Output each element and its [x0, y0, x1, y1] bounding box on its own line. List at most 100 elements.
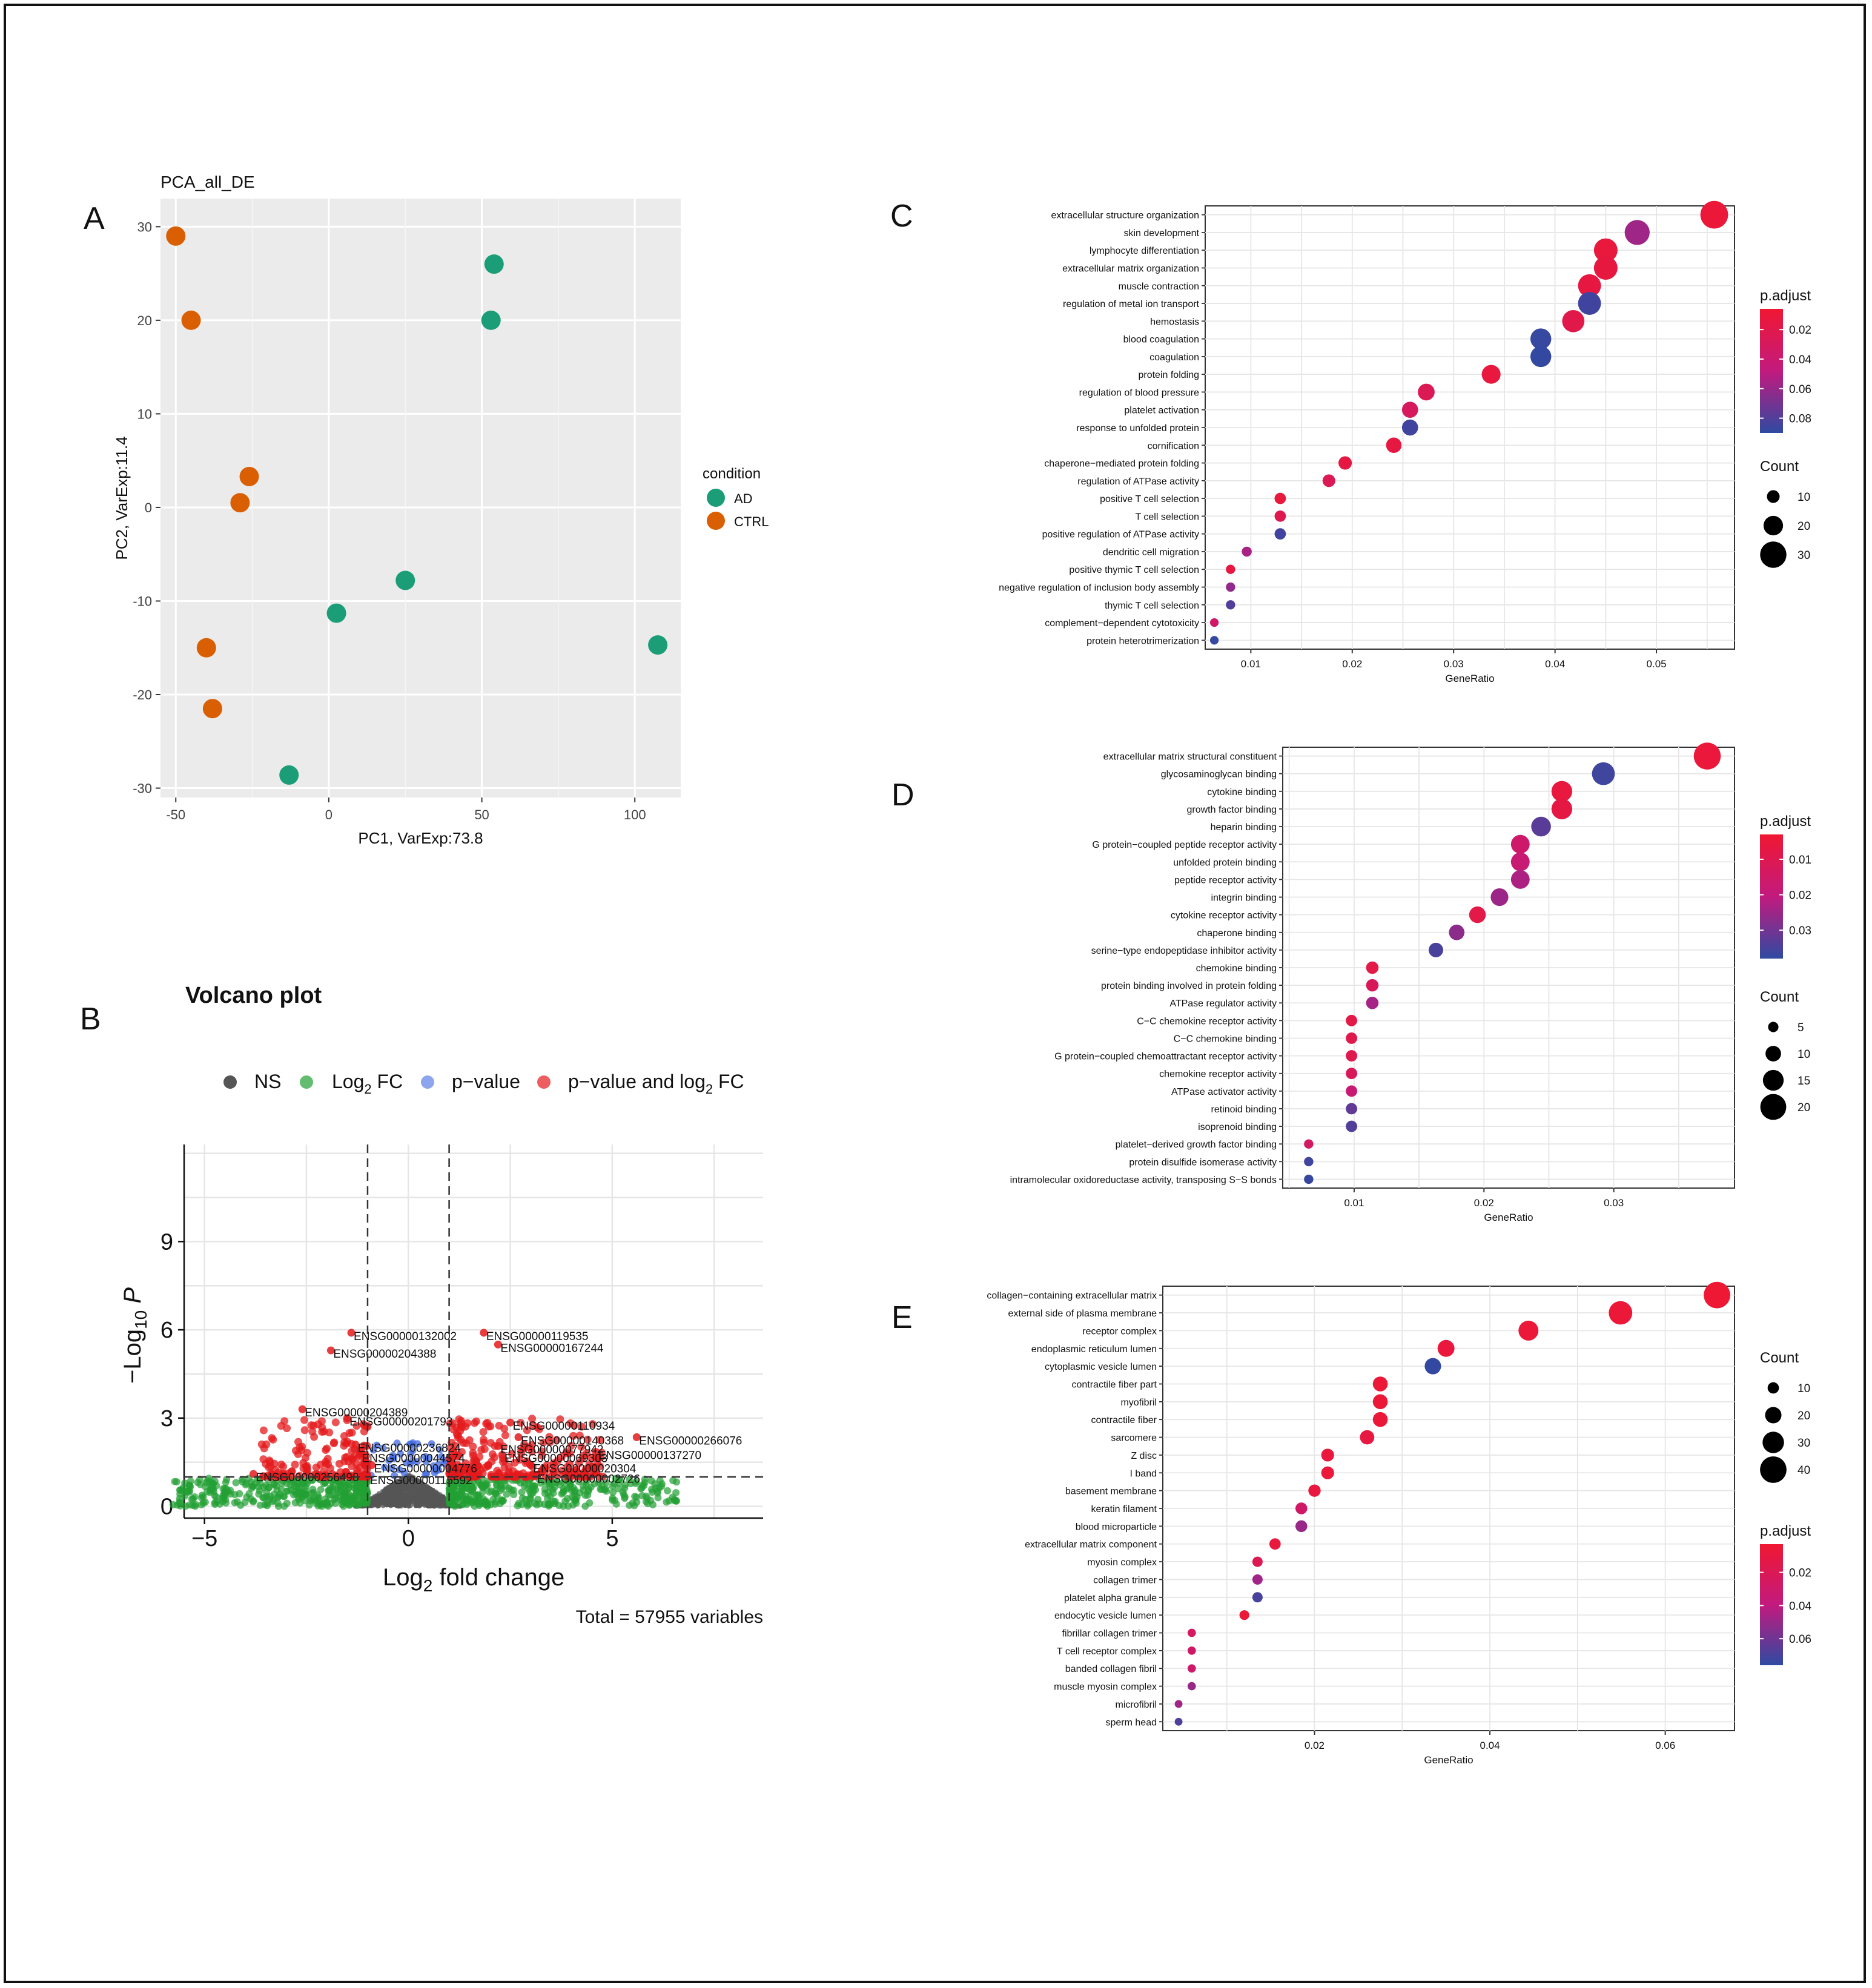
dotplot-e-term-label: extracellular matrix component	[1025, 1540, 1157, 1550]
volcano-point-fc	[360, 1499, 368, 1507]
volcano-xtick-label: −5	[191, 1526, 217, 1551]
volcano-point-p	[393, 1439, 401, 1447]
volcano-point-fc	[654, 1494, 662, 1502]
volcano-point-sig	[322, 1446, 330, 1455]
volcano-point-fc	[189, 1495, 197, 1503]
dotplot-d-xlabel: GeneRatio	[1484, 1212, 1533, 1223]
volcano-point-fc	[284, 1487, 292, 1495]
volcano-point-fc	[579, 1482, 587, 1490]
volcano-point-fc	[560, 1479, 567, 1487]
pca-legend-label: AD	[734, 491, 753, 506]
pca-ytick-label: 20	[137, 313, 152, 328]
volcano-point-sig	[325, 1428, 334, 1437]
volcano-ylabel: −Log10 P	[119, 1287, 150, 1384]
volcano-gene-label: ENSG00000069303	[504, 1453, 607, 1465]
volcano-gene-label: ENSG00000044574	[362, 1453, 465, 1465]
volcano-point-sig	[461, 1422, 470, 1431]
dotplot-c-dot	[1578, 274, 1601, 297]
volcano-gene-label: ENSG00000004776	[374, 1463, 477, 1476]
pca-point-ad	[481, 310, 501, 330]
volcano-point-fc	[603, 1487, 610, 1495]
volcano-point-ns	[419, 1485, 425, 1491]
volcano-point-ns	[405, 1487, 410, 1492]
dotplot-e-colorbar-label: 0.06	[1789, 1633, 1811, 1646]
dotplot-c-dot	[1624, 220, 1650, 245]
volcano-point-fc	[237, 1501, 245, 1509]
volcano-point-ns	[427, 1492, 432, 1498]
dotplot-d-term-label: G protein−coupled chemoattractant recept…	[1054, 1052, 1277, 1062]
volcano-point-fc	[446, 1494, 454, 1502]
volcano-point-sig	[567, 1442, 575, 1450]
volcano-point-ns	[380, 1488, 385, 1494]
pca-ytick-label: -10	[133, 593, 152, 609]
dotplot-e-colorbar-label: 0.02	[1789, 1567, 1811, 1580]
volcano-point-p	[397, 1450, 405, 1458]
volcano-point-fc	[318, 1502, 326, 1510]
legend-fc-rest: FC	[372, 1071, 403, 1092]
dotplot-c-term-label: negative regulation of inclusion body as…	[999, 583, 1199, 593]
dotplot-c-dot	[1226, 600, 1235, 610]
volcano-point-sig	[457, 1436, 465, 1444]
volcano-point-sig	[511, 1459, 519, 1467]
volcano-point-ns	[396, 1485, 402, 1491]
volcano-point-sig	[360, 1441, 368, 1450]
dotplot-e-dot	[1308, 1484, 1321, 1497]
volcano-xtick-label: 5	[606, 1526, 618, 1551]
volcano-point-sig	[469, 1448, 477, 1457]
dotplot-d-term-label: protein disulfide isomerase activity	[1129, 1157, 1277, 1167]
panel-letter-c: C	[890, 199, 913, 234]
dotplot-e-dot	[1269, 1538, 1281, 1550]
volcano-point-ns	[411, 1482, 417, 1487]
volcano-point-sig	[498, 1458, 507, 1466]
volcano-point-fc	[648, 1488, 656, 1496]
volcano-point-fc	[232, 1479, 240, 1487]
volcano-point-fc	[286, 1481, 294, 1488]
volcano-panel: −5 0 5 0 3 6 9 ENSG00000132002 ENSG00000204388 EN…	[119, 983, 763, 1627]
volcano-point-p	[385, 1456, 393, 1464]
volcano-point-fc	[344, 1485, 352, 1493]
dotplot-d-term-label: chaperone binding	[1197, 928, 1277, 939]
volcano-point-ns	[441, 1501, 446, 1507]
dotplot-c-xtick-label: 0.01	[1241, 658, 1261, 670]
volcano-point-ns	[428, 1486, 433, 1491]
volcano-point-labeled	[347, 1329, 356, 1337]
volcano-point-sig	[479, 1436, 488, 1444]
volcano-point-sig	[291, 1447, 300, 1455]
pca-ytick-label: 0	[145, 500, 152, 515]
volcano-point-p	[434, 1466, 442, 1474]
volcano-point-fc	[518, 1488, 526, 1496]
dotplot-d-dot	[1304, 1174, 1314, 1184]
volcano-point-fc	[521, 1496, 529, 1504]
volcano-point-fc	[526, 1495, 534, 1503]
volcano-point-sig	[566, 1419, 575, 1427]
volcano-point-sig	[279, 1462, 288, 1471]
dotplot-d-dot	[1510, 852, 1530, 871]
pca-ylabel: PC2, VarExp:11.4	[113, 436, 131, 560]
pca-point-ad	[484, 254, 504, 274]
volcano-point-sig	[301, 1453, 309, 1462]
dotplot-c-colorbar-label: 0.08	[1789, 413, 1811, 426]
volcano-point-fc	[331, 1491, 339, 1499]
dotplot-e-padjust-title: p.adjust	[1760, 1523, 1811, 1539]
volcano-ylabel-base: −Log	[119, 1329, 146, 1384]
volcano-point-ns	[396, 1479, 402, 1485]
volcano-point-p	[437, 1453, 445, 1461]
dotplot-e-panel: 0.02 0.04 0.06 GeneRatio collagen−containing…	[987, 1281, 1811, 1766]
dotplot-d-count-key	[1768, 1022, 1779, 1032]
dotplot-d-dot	[1449, 924, 1465, 940]
dotplot-c-dot	[1274, 492, 1286, 504]
volcano-point-fc	[638, 1481, 646, 1489]
dotplot-c-count-title: Count	[1760, 458, 1799, 475]
volcano-point-ns	[432, 1503, 437, 1508]
dotplot-e-term-label: endocytic vesicle lumen	[1054, 1611, 1157, 1621]
dotplot-d-term-label: chemokine binding	[1196, 963, 1277, 974]
dotplot-c-dot	[1593, 256, 1618, 280]
pca-xtick-label: 50	[474, 807, 489, 822]
volcano-point-fc	[181, 1479, 189, 1487]
volcano-point-ns	[385, 1490, 390, 1495]
volcano-point-sig	[331, 1418, 340, 1427]
volcano-point-sig	[538, 1451, 546, 1460]
pca-point-ad	[395, 570, 415, 590]
volcano-point-sig	[461, 1459, 470, 1468]
volcano-point-sig	[448, 1453, 457, 1462]
